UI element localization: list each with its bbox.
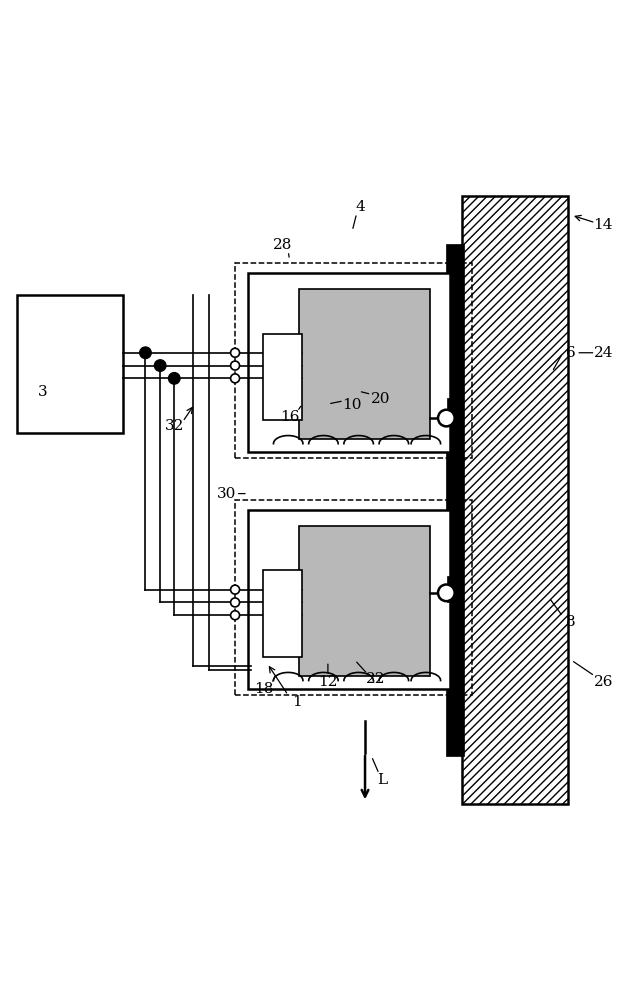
Text: 1: 1 [293,695,302,709]
Circle shape [438,410,455,426]
Text: L: L [377,773,387,787]
Text: 16: 16 [280,410,299,424]
Bar [235,263,472,458]
Text: 10: 10 [343,398,362,412]
Circle shape [231,348,240,357]
Text: 22: 22 [366,672,386,686]
Text: 8: 8 [566,615,576,629]
Text: 12: 12 [318,675,338,689]
Text: 32: 32 [165,419,184,433]
Bar [447,576,462,602]
Text: 18: 18 [254,682,273,696]
Bar [447,398,462,424]
Bar [235,500,472,695]
Circle shape [231,374,240,383]
Bar [262,334,302,420]
Bar [299,289,430,439]
Bar [462,196,568,804]
Circle shape [438,585,455,601]
Circle shape [231,585,240,594]
Circle shape [140,347,151,359]
Bar [17,295,123,433]
Text: 30: 30 [217,487,237,501]
Text: 6: 6 [566,346,576,360]
Circle shape [168,373,180,384]
Circle shape [231,361,240,370]
Circle shape [154,360,166,371]
Bar [248,510,449,689]
Text: 26: 26 [593,675,613,689]
Text: 28: 28 [273,238,293,252]
Bar [446,244,464,756]
Text: 4: 4 [355,200,365,214]
Text: 3: 3 [38,385,48,399]
Circle shape [231,611,240,620]
Text: 20: 20 [370,392,390,406]
Bar [248,273,449,452]
Text: 24: 24 [593,346,613,360]
Circle shape [231,598,240,607]
Bar [299,526,430,676]
Text: 14: 14 [593,218,613,232]
Bar [262,570,302,657]
